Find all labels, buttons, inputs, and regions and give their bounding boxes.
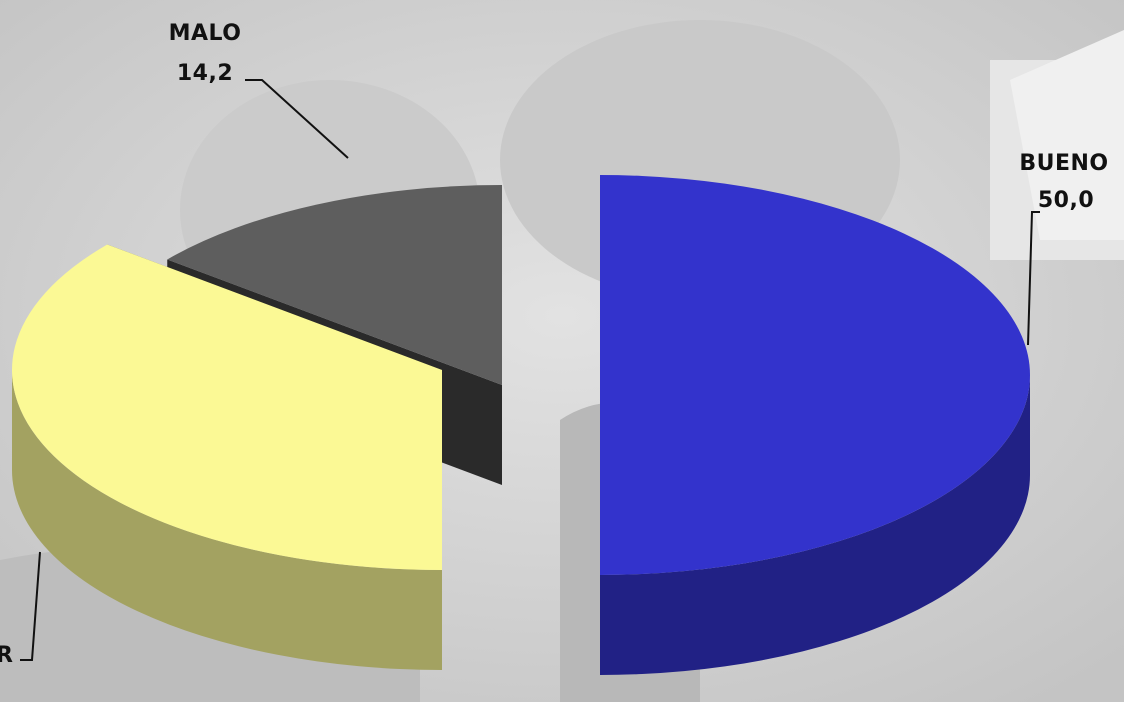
- slice-label-bueno-value: 50,0: [1038, 188, 1094, 213]
- slice-label-bueno-name: BUENO: [1019, 151, 1108, 176]
- slice-malo-top: [167, 185, 502, 385]
- slice-bueno-top: [600, 175, 1030, 575]
- leader-lines: [20, 79, 1040, 661]
- slice-regular: [12, 244, 443, 670]
- slice-label-regular-partial: R: [0, 643, 13, 668]
- slice-regular-side: [12, 370, 442, 670]
- leader-line-regular: [20, 551, 41, 661]
- leader-line-malo: [245, 79, 349, 159]
- leader-line-bueno: [1027, 211, 1040, 346]
- slice-label-malo-name: MALO: [169, 21, 242, 46]
- slice-bueno: [600, 175, 1030, 675]
- slice-regular-top: [12, 244, 443, 570]
- slice-bueno-side: [600, 375, 1030, 675]
- pie-slices: [12, 175, 1030, 675]
- slice-label-malo-value: 14,2: [177, 61, 233, 86]
